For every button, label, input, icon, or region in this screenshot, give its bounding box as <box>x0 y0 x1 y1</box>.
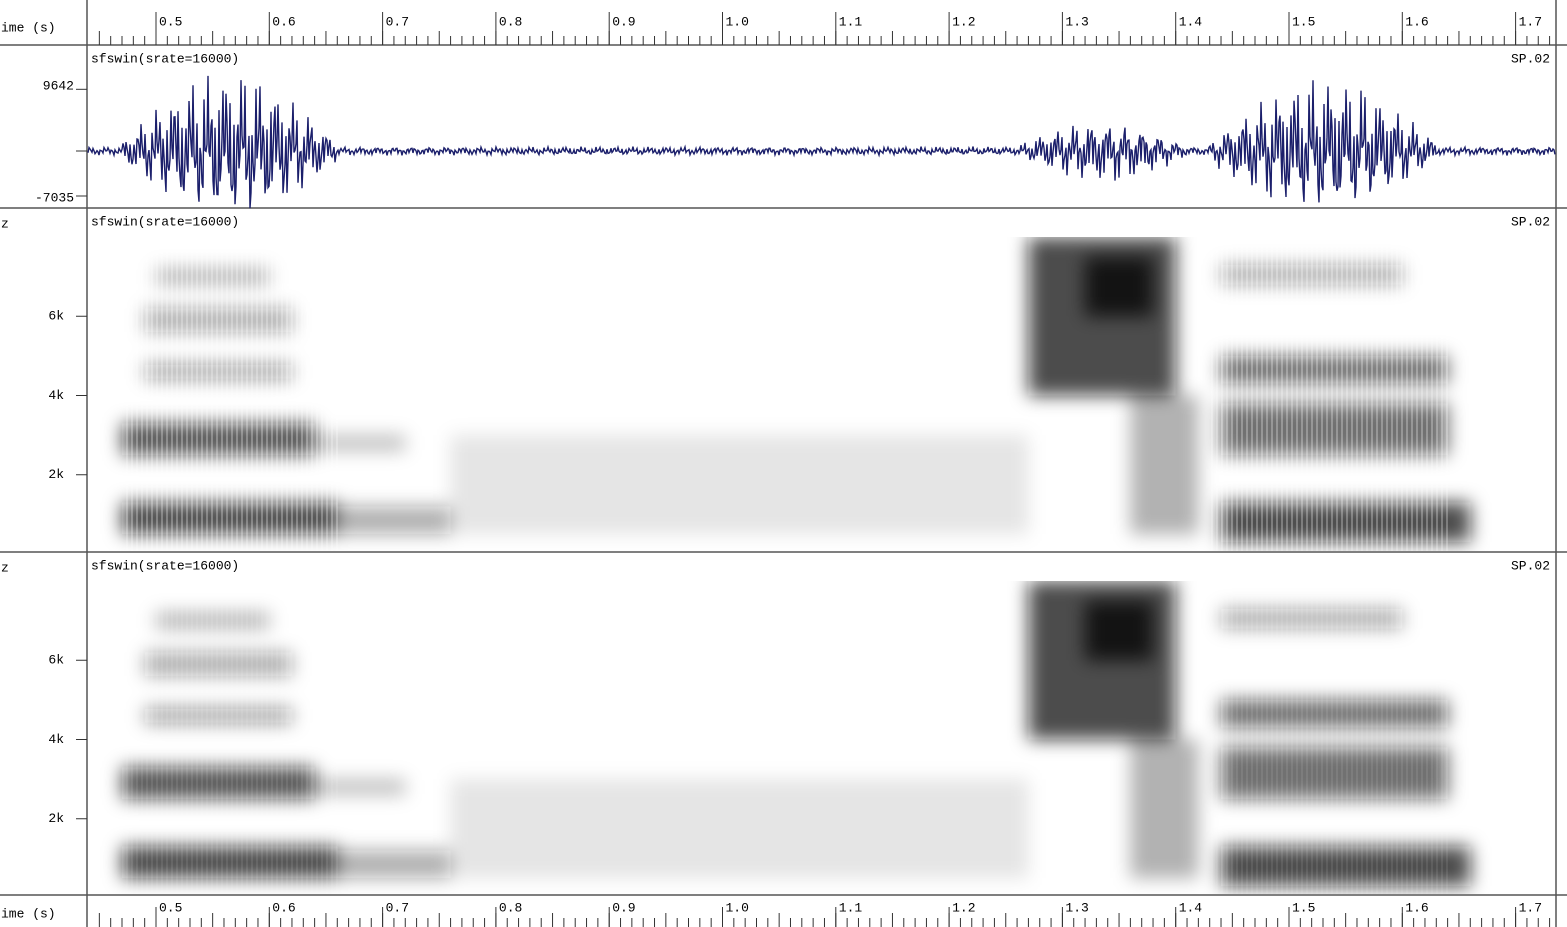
energy <box>122 846 337 878</box>
panel-title: sfswin(srate=16000) <box>91 558 239 573</box>
energy <box>122 423 315 455</box>
energy <box>1221 700 1448 728</box>
time-tick-label: 1.5 <box>1292 900 1315 915</box>
y-tick-label: -7035 <box>35 190 74 205</box>
energy <box>1085 257 1153 316</box>
sfs-window: ime (s) 0.5 0.6 0.7 0.8 0.9 1.0 1.1 1.2 1.3 1.4 1.5… <box>0 0 1567 927</box>
panel-item: SP.02 <box>1511 558 1550 573</box>
time-tick-label: 0.5 <box>159 14 182 29</box>
energy <box>315 435 406 451</box>
energy <box>122 767 315 799</box>
time-tick-label: 1.7 <box>1519 14 1542 29</box>
energy <box>337 506 450 534</box>
time-tick-label: 0.7 <box>386 14 409 29</box>
energy <box>315 779 406 795</box>
time-tick-label: 1.3 <box>1065 14 1088 29</box>
time-tick-label: 0.9 <box>612 900 635 915</box>
time-tick-label: 0.8 <box>499 14 522 29</box>
energy <box>1130 740 1198 879</box>
time-tick-label: 0.9 <box>612 14 635 29</box>
energy <box>1085 601 1153 660</box>
y-tick-label: 9642 <box>43 79 74 94</box>
energy <box>1221 502 1470 542</box>
panel-item: SP.02 <box>1511 214 1550 229</box>
y-tick-label: 4k <box>48 732 64 747</box>
axis-label: z <box>1 560 9 575</box>
time-tick-label: 1.5 <box>1292 14 1315 29</box>
time-tick-label: 1.7 <box>1519 900 1542 915</box>
y-tick-label: 6k <box>48 309 64 324</box>
energy <box>337 850 450 878</box>
y-tick-label: 6k <box>48 653 64 668</box>
y-tick-label: 2k <box>48 811 64 826</box>
time-tick-label: 1.6 <box>1405 900 1428 915</box>
time-axis-label: ime (s) <box>1 20 56 35</box>
time-tick-label: 0.6 <box>272 900 295 915</box>
time-tick-label: 0.5 <box>159 900 182 915</box>
energy <box>1221 846 1470 886</box>
energy <box>122 502 337 534</box>
energy <box>451 779 1029 878</box>
y-tick-label: 4k <box>48 388 64 403</box>
energy <box>1221 747 1448 799</box>
time-tick-label: 1.0 <box>726 900 749 915</box>
time-tick-label: 1.1 <box>839 900 863 915</box>
time-tick-label: 0.7 <box>386 900 409 915</box>
y-tick-label: 2k <box>48 467 64 482</box>
time-axis-label: ime (s) <box>1 906 56 921</box>
energy <box>1130 396 1198 535</box>
energy <box>451 435 1029 534</box>
panel-title: sfswin(srate=16000) <box>91 51 239 66</box>
time-tick-label: 1.4 <box>1179 14 1203 29</box>
time-tick-label: 0.6 <box>272 14 295 29</box>
time-tick-label: 1.6 <box>1405 14 1428 29</box>
axis-label: z <box>1 216 9 231</box>
energy <box>1221 403 1448 455</box>
time-tick-label: 0.8 <box>499 900 522 915</box>
time-tick-label: 1.0 <box>726 14 749 29</box>
time-tick-label: 1.2 <box>952 14 975 29</box>
panel-item: SP.02 <box>1511 51 1550 66</box>
time-tick-label: 1.3 <box>1065 900 1088 915</box>
time-tick-label: 1.4 <box>1179 900 1203 915</box>
panel-title: sfswin(srate=16000) <box>91 214 239 229</box>
time-tick-label: 1.1 <box>839 14 863 29</box>
time-tick-label: 1.2 <box>952 900 975 915</box>
energy <box>1221 356 1448 384</box>
